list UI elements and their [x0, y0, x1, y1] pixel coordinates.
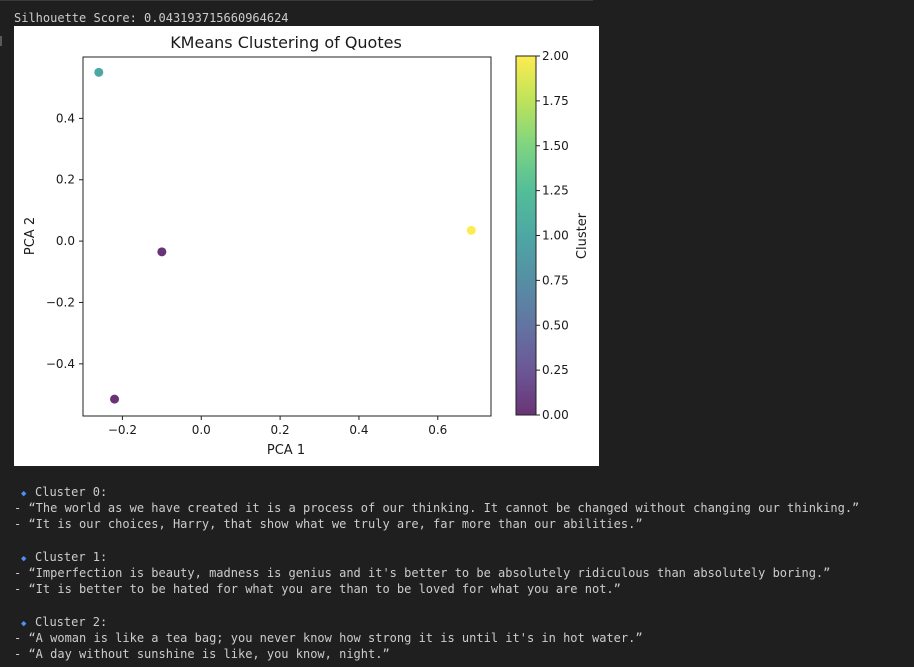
cluster-header-label: Cluster 0: [35, 485, 108, 499]
silhouette-score-text: Silhouette Score: 0.043193715660964624 [14, 11, 289, 25]
quote-line: - “It is better to be hated for what you… [14, 582, 621, 596]
y-axis-label: PCA 2 [23, 217, 38, 255]
colorbar-tick-label: 1.50 [542, 139, 569, 153]
y-tick-label: −0.2 [46, 295, 75, 309]
quote-line: - “A day without sunshine is like, you k… [14, 647, 390, 661]
quote-line: - “The world as we have created it is a … [14, 501, 860, 515]
cluster-header: ◆ Cluster 0: [14, 484, 904, 500]
blue-diamond-icon: ◆ [21, 619, 27, 629]
y-tick-label: 0.2 [56, 173, 75, 187]
chart-title: KMeans Clustering of Quotes [170, 33, 402, 52]
blank-line [14, 532, 904, 549]
y-tick-label: 0.0 [56, 234, 75, 248]
colorbar-tick-label: 0.00 [542, 408, 569, 422]
cluster-header-label: Cluster 2: [35, 615, 108, 629]
cluster-output: ◆ Cluster 0: - “The world as we have creat… [14, 484, 904, 662]
x-tick-label: 0.0 [192, 423, 211, 437]
blue-diamond-icon: ◆ [21, 489, 27, 499]
x-tick-label: 0.6 [428, 423, 447, 437]
data-point-cluster-1 [94, 67, 104, 77]
quote-line: - “It is our choices, Harry, that show w… [14, 517, 643, 531]
x-tick-label: 0.4 [349, 423, 368, 437]
x-tick-label: −0.2 [108, 423, 137, 437]
output-gutter-marker [0, 36, 2, 46]
data-point-cluster-0 [157, 247, 167, 257]
colorbar-tick-label: 2.00 [542, 49, 569, 63]
scatter-figure: KMeans Clustering of Quotes PCA 1 PCA 2 … [14, 26, 599, 466]
cluster-header: ◆ Cluster 1: [14, 549, 904, 565]
colorbar-tick-label: 0.25 [542, 363, 569, 377]
cluster-header-label: Cluster 1: [35, 550, 108, 564]
output-divider [0, 0, 593, 1]
cluster-header: ◆ Cluster 2: [14, 614, 904, 630]
blue-diamond-icon: ◆ [21, 554, 27, 564]
kmeans-scatter-chart: KMeans Clustering of Quotes PCA 1 PCA 2 … [23, 33, 590, 458]
data-point-cluster-2 [466, 225, 476, 235]
x-tick-label: 0.2 [271, 423, 290, 437]
colorbar-tick-label: 1.25 [542, 184, 569, 198]
data-point-cluster-0 [110, 394, 120, 404]
colorbar-tick-label: 1.75 [542, 94, 569, 108]
colorbar-label: Cluster [575, 212, 590, 259]
colorbar-tick-label: 1.00 [542, 229, 569, 243]
x-axis-label: PCA 1 [267, 443, 305, 458]
colorbar-tick-label: 0.50 [542, 318, 569, 332]
colorbar-tick-label: 0.75 [542, 273, 569, 287]
plot-frame [82, 56, 492, 417]
colorbar [515, 55, 537, 416]
quote-line: - “A woman is like a tea bag; you never … [14, 631, 643, 645]
blank-line [14, 597, 904, 614]
y-tick-label: 0.4 [56, 111, 75, 125]
y-tick-label: −0.4 [46, 357, 75, 371]
quote-line: - “Imperfection is beauty, madness is ge… [14, 566, 831, 580]
